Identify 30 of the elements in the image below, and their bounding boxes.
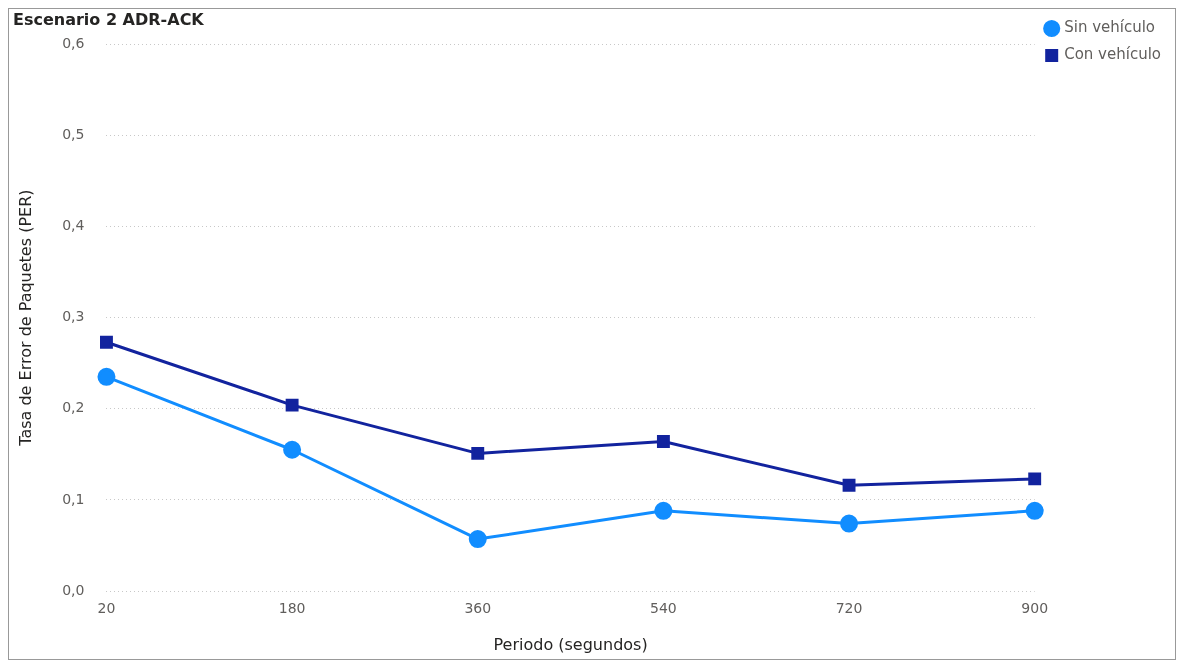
point [97, 367, 116, 386]
point [471, 446, 485, 460]
point [656, 435, 670, 448]
y-tick-label: 0,6 [62, 34, 85, 51]
x-tick-label: 900 [1021, 600, 1049, 617]
point [842, 478, 856, 492]
x-tick-label: 180 [278, 600, 306, 617]
y-tick-label: 0,1 [62, 490, 85, 507]
y-tick-label: 0,2 [62, 399, 85, 416]
chart-title: Escenario 2 ADR-ACK [13, 9, 205, 29]
x-tick-label: 540 [650, 600, 677, 617]
legend-label: Con vehículo [1064, 45, 1162, 64]
legend-label: Sin vehículo [1064, 18, 1156, 37]
point [1028, 472, 1042, 486]
point [654, 501, 673, 520]
y-axis-title: Tasa de Error de Paquetes (PER) [15, 189, 35, 447]
y-tick-label: 0,4 [62, 217, 85, 234]
x-axis-title: Periodo (segundos) [493, 634, 648, 654]
y-tick-label: 0,0 [62, 581, 85, 598]
y-tick-label: 0,5 [62, 125, 85, 142]
point [1025, 501, 1044, 520]
x-tick-label: 720 [835, 600, 863, 617]
point [468, 530, 487, 549]
x-tick-label: 20 [97, 600, 116, 617]
y-tick-label: 0,3 [62, 308, 85, 325]
point [840, 514, 859, 533]
point [283, 440, 302, 459]
point [100, 335, 113, 349]
point [285, 398, 299, 412]
x-tick-label: 360 [464, 600, 492, 617]
